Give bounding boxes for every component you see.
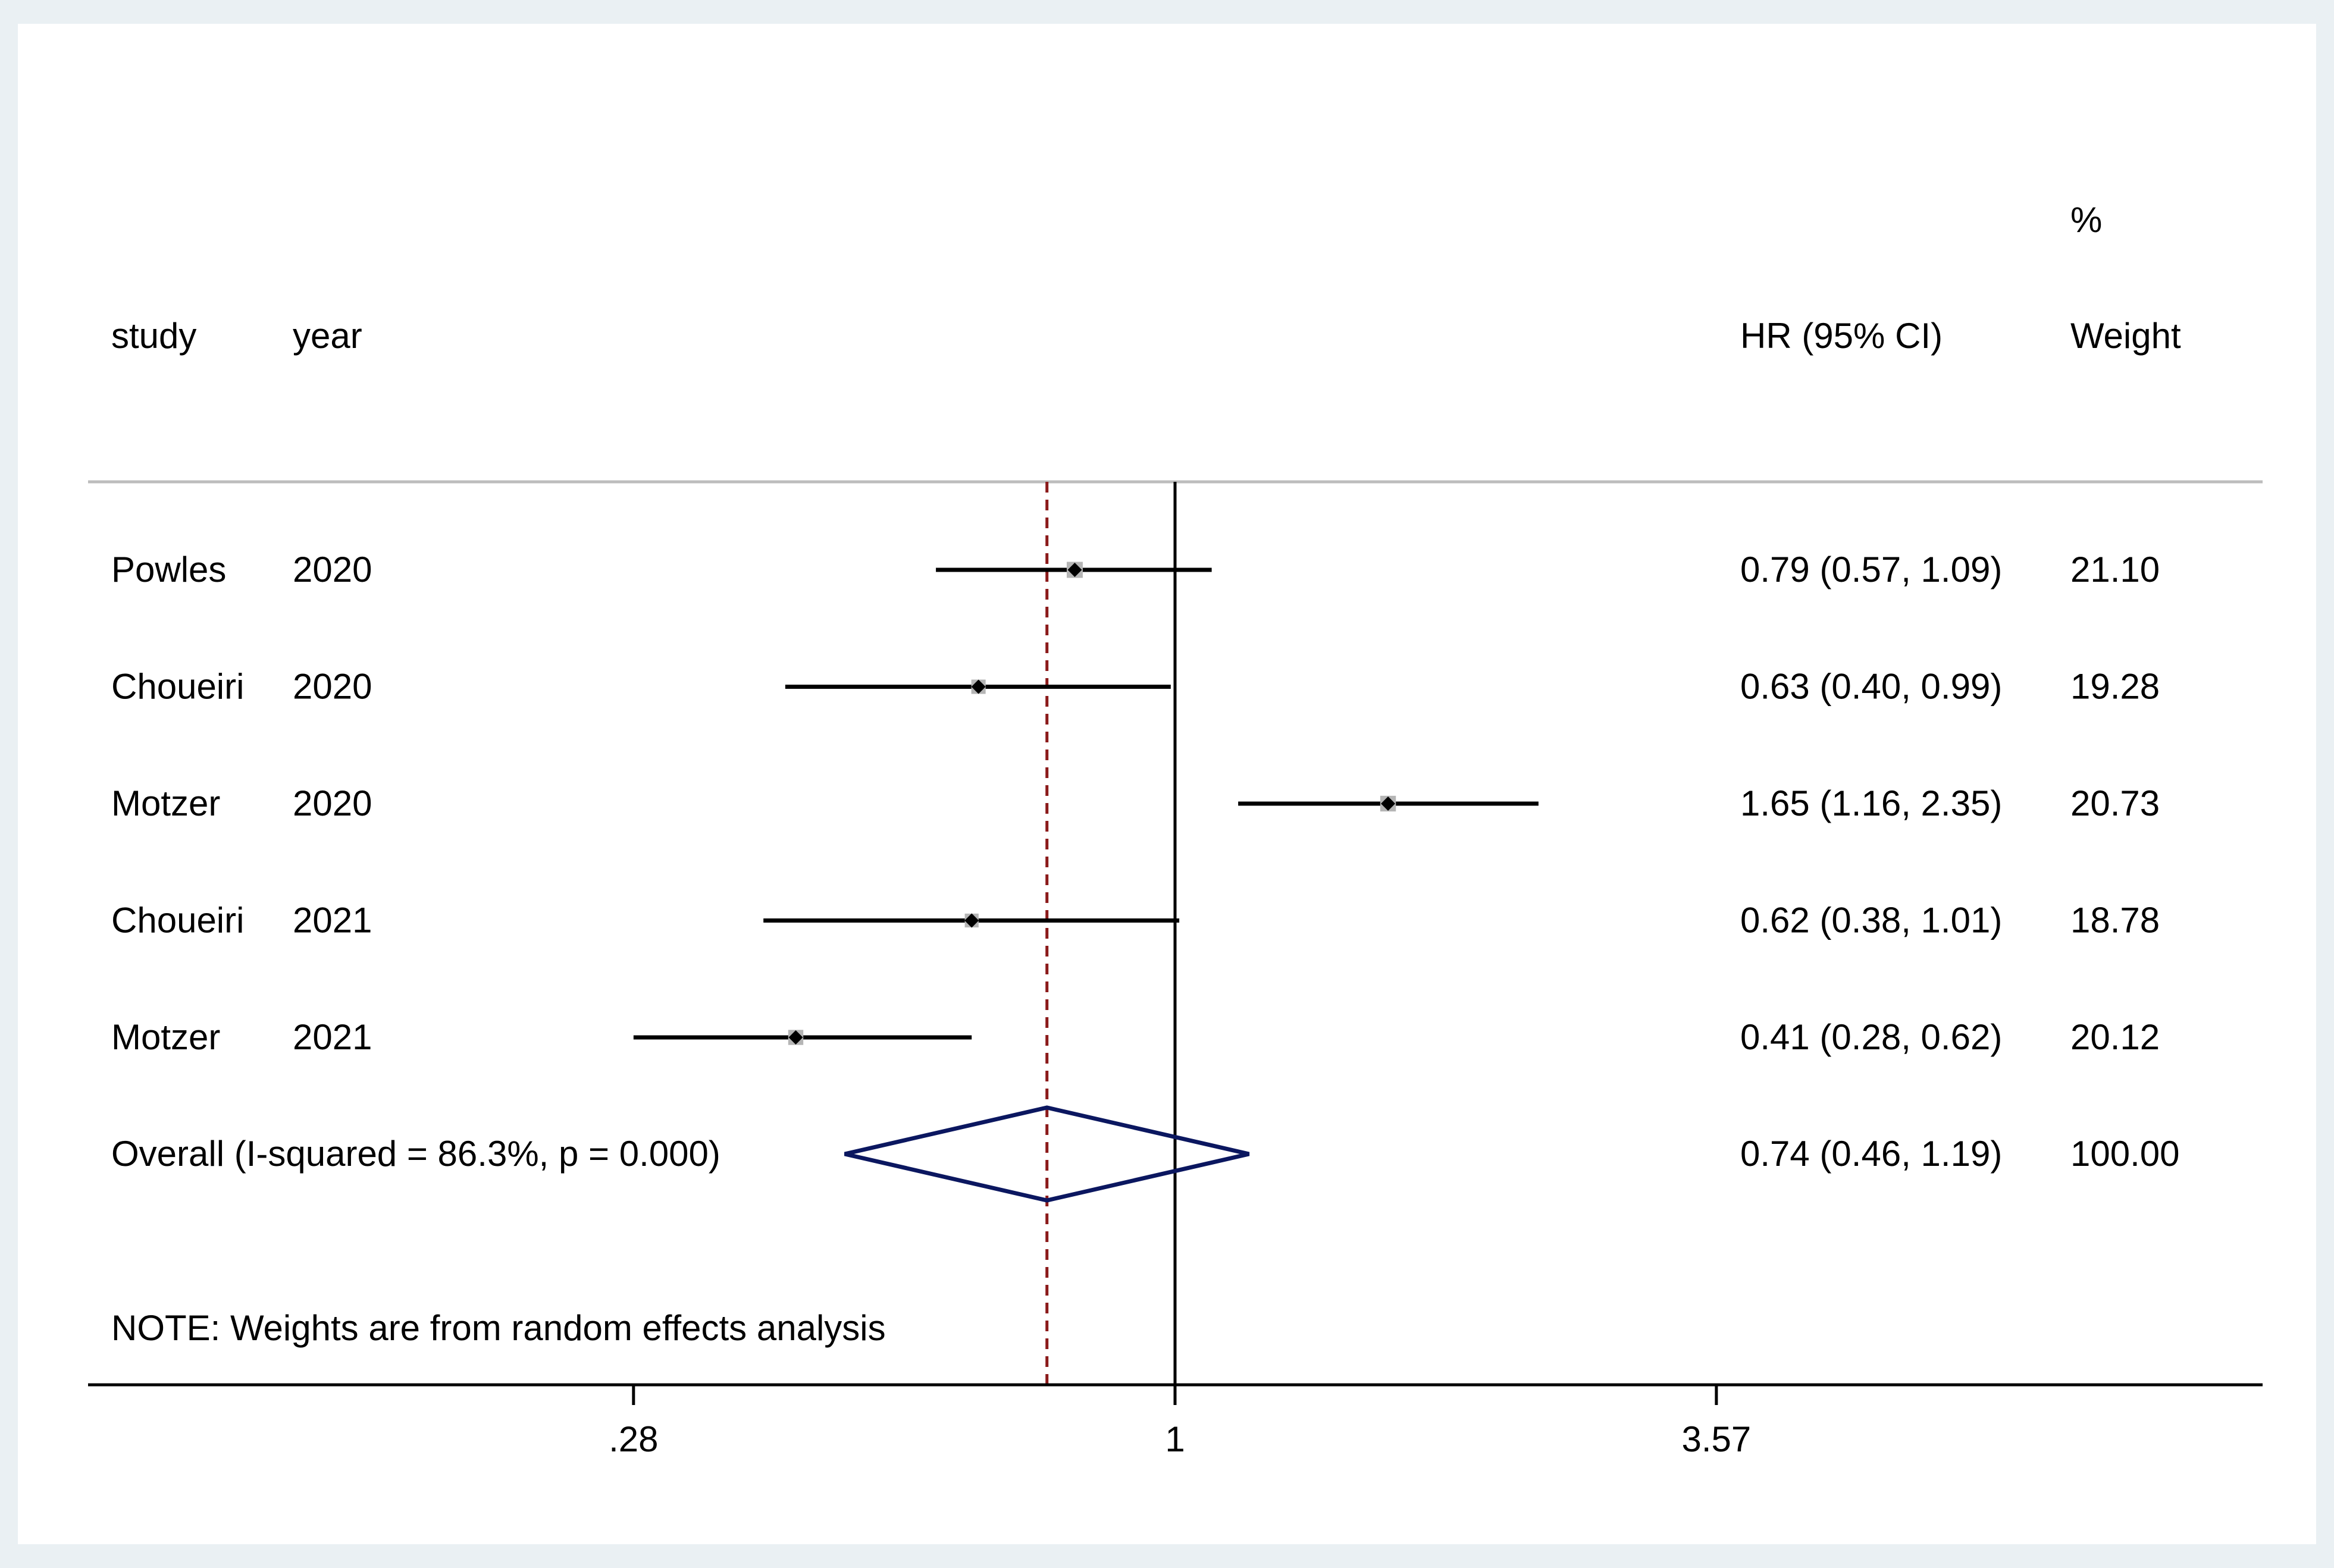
study-row: Motzer 2021 0.41 (0.28, 0.62) 20.12 [111,1017,2160,1057]
study-name: Motzer [111,1017,220,1057]
x-tick-label: 3.57 [1681,1419,1751,1459]
study-estimate: 0.41 (0.28, 0.62) [1740,1017,2002,1057]
study-row: Motzer 2020 1.65 (1.16, 2.35) 20.73 [111,783,2160,823]
study-year: 2020 [293,550,372,589]
point-estimate [971,679,986,694]
study-name: Choueiri [111,667,244,707]
overall-weight: 100.00 [2070,1134,2180,1174]
study-name: Motzer [111,783,220,823]
study-weight: 21.10 [2070,550,2160,589]
point-estimate [788,1030,803,1045]
study-weight: 20.12 [2070,1017,2160,1057]
study-year: 2021 [293,901,372,940]
x-tick-label: 1 [1165,1419,1185,1459]
overall-estimate: 0.74 (0.46, 1.19) [1740,1134,2002,1174]
study-row: Powles 2020 0.79 (0.57, 1.09) 21.10 [111,550,2160,589]
header-year: year [293,316,362,356]
study-estimate: 0.62 (0.38, 1.01) [1740,901,2002,940]
x-tick-label: .28 [609,1419,658,1459]
header-percent: % [2070,200,2102,240]
study-estimate: 0.79 (0.57, 1.09) [1740,550,2002,589]
point-estimate [1381,796,1396,811]
note-text: NOTE: Weights are from random effects an… [111,1308,886,1348]
study-weight: 20.73 [2070,783,2160,823]
study-estimate: 0.63 (0.40, 0.99) [1740,667,2002,707]
study-rows: Powles 2020 0.79 (0.57, 1.09) 21.10 Choueiri… [111,550,2160,1057]
header-study: study [111,316,196,356]
study-weight: 18.78 [2070,901,2160,940]
overall-label: Overall (I-squared = 86.3%, p = 0.000) [111,1134,720,1174]
point-estimate [964,913,979,928]
study-row: Choueiri 2020 0.63 (0.40, 0.99) 19.28 [111,667,2160,707]
point-estimate [1067,563,1082,577]
study-estimate: 1.65 (1.16, 2.35) [1740,783,2002,823]
header-estimate: HR (95% CI) [1740,316,1943,356]
header-weight: Weight [2070,316,2181,356]
study-name: Choueiri [111,901,244,940]
study-weight: 19.28 [2070,667,2160,707]
study-row: Choueiri 2021 0.62 (0.38, 1.01) 18.78 [111,901,2160,940]
overall-diamond [844,1105,1250,1203]
study-year: 2020 [293,783,372,823]
study-year: 2020 [293,667,372,707]
x-axis-ticks: .28 1 3.57 [609,1385,1751,1459]
study-name: Powles [111,550,226,589]
study-year: 2021 [293,1017,372,1057]
